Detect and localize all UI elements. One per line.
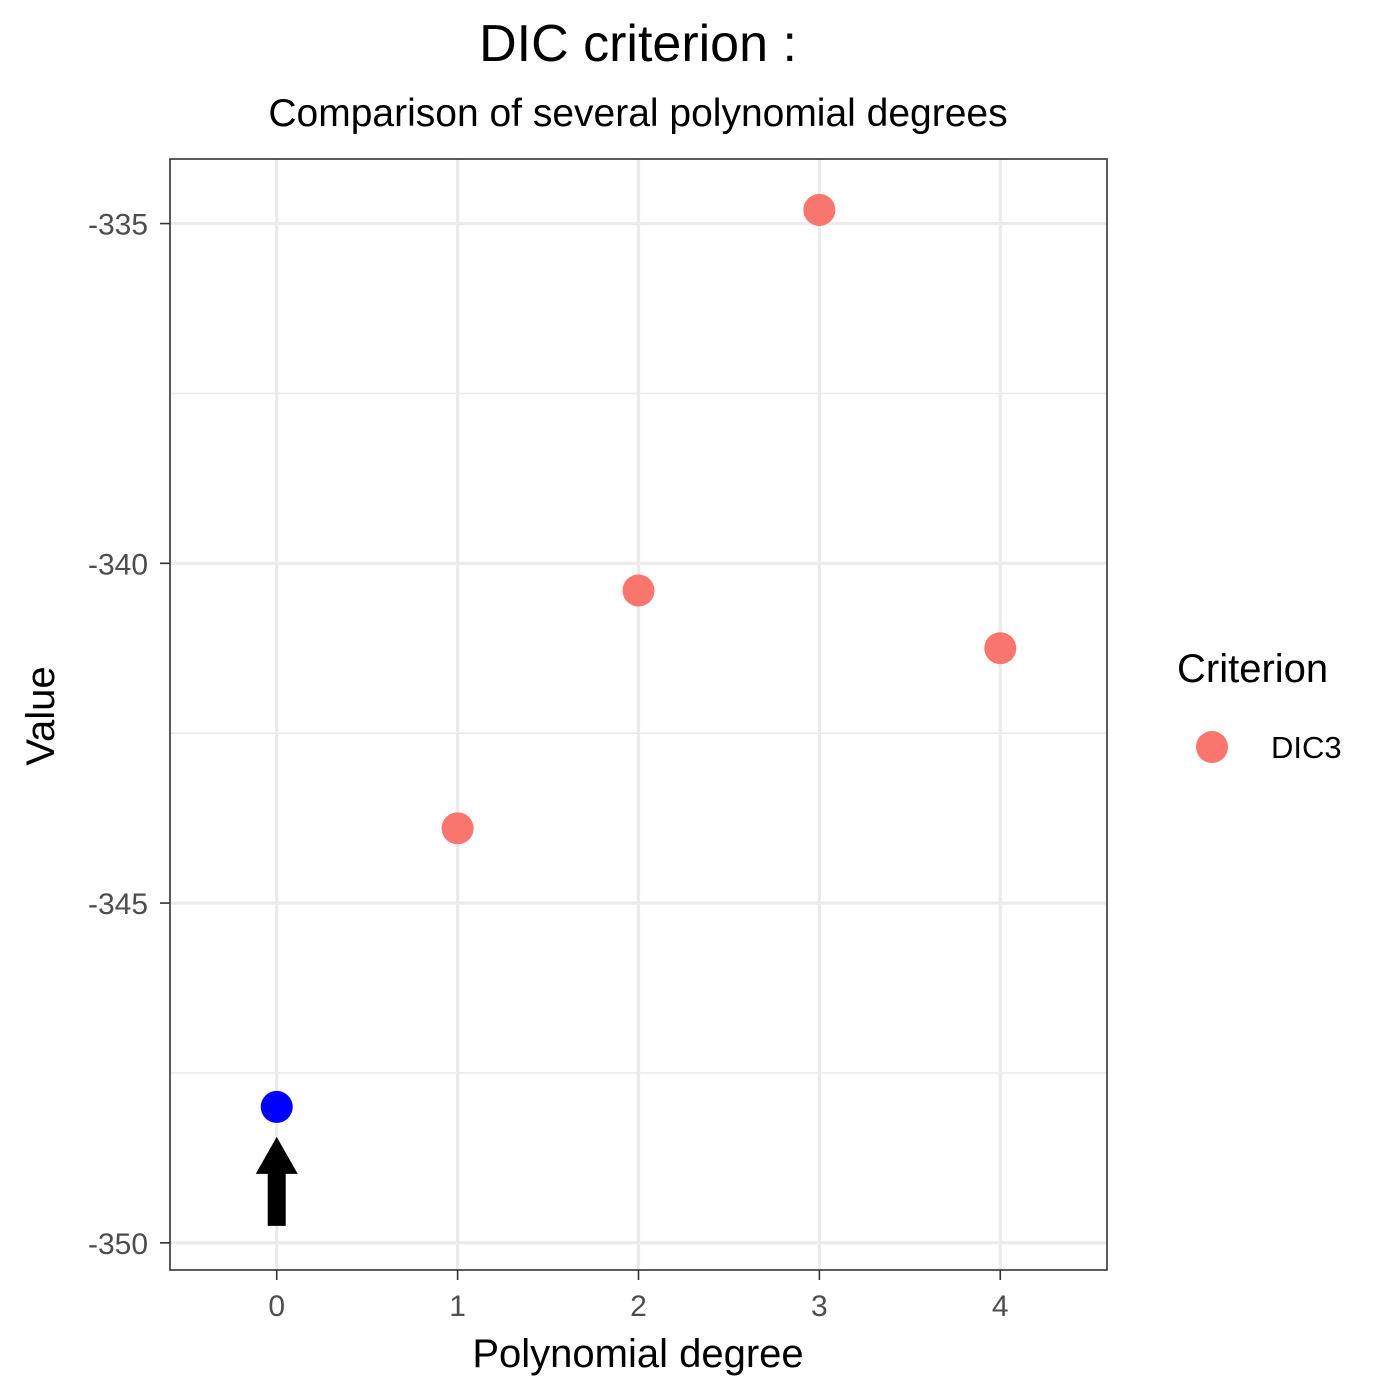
axis-ticks (160, 222, 1002, 1280)
y-tick-label-1: -340 (88, 548, 148, 581)
y-axis-title: Value (19, 666, 63, 765)
x-tick-label-0: 0 (268, 1290, 285, 1323)
x-tick-label-4: 4 (992, 1290, 1009, 1323)
x-axis-title: Polynomial degree (472, 1332, 803, 1376)
highlight-group (255, 1090, 298, 1226)
x-tick-label-1: 1 (449, 1290, 466, 1323)
best-degree-point (260, 1090, 293, 1123)
data-point-dic3-3 (984, 632, 1017, 665)
x-tick-labels: 0 1 2 3 4 (268, 1290, 1008, 1323)
y-tick-label-3: -350 (88, 1228, 148, 1261)
legend-title: Criterion (1177, 647, 1328, 691)
legend-label-dic3: DIC3 (1271, 730, 1342, 765)
y-tick-label-2: -345 (88, 888, 148, 921)
data-point-dic3-1 (622, 574, 655, 607)
data-point-dic3-0 (441, 812, 474, 845)
legend-key-dic3 (1196, 731, 1228, 763)
chart-subtitle: Comparison of several polynomial degrees (268, 92, 1007, 135)
data-points (441, 193, 1017, 845)
y-tick-label-0: -335 (88, 209, 148, 242)
x-tick-label-3: 3 (811, 1290, 828, 1323)
data-point-dic3-2 (803, 193, 836, 226)
up-arrow-icon (255, 1136, 298, 1226)
y-tick-labels: -335 -340 -345 -350 (88, 209, 148, 1261)
x-tick-label-2: 2 (630, 1290, 647, 1323)
chart-title: DIC criterion : (479, 15, 797, 73)
grid-major (170, 159, 1107, 1270)
